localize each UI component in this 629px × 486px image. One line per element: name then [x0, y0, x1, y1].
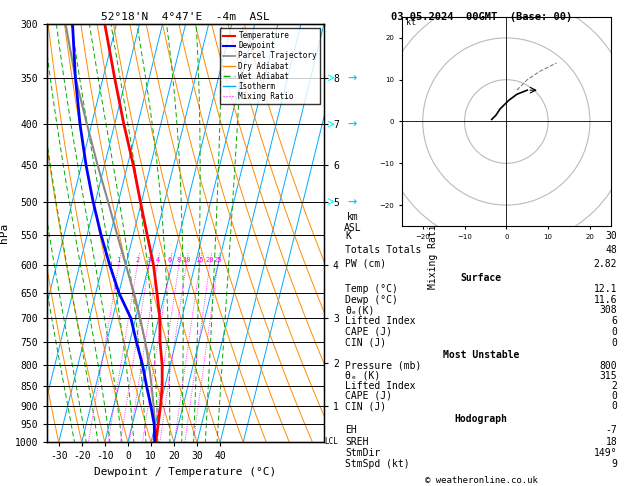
Text: 308: 308	[599, 305, 617, 315]
Text: 3: 3	[147, 257, 151, 263]
Text: 149°: 149°	[594, 448, 617, 458]
Text: Most Unstable: Most Unstable	[443, 350, 520, 361]
Text: Temp (°C): Temp (°C)	[345, 284, 398, 294]
Text: 4: 4	[155, 257, 160, 263]
Text: 800: 800	[599, 361, 617, 371]
Y-axis label: Mixing Ratio (g/kg): Mixing Ratio (g/kg)	[428, 177, 438, 289]
Text: CAPE (J): CAPE (J)	[345, 327, 392, 337]
Text: 2.82: 2.82	[594, 259, 617, 269]
Text: -7: -7	[606, 425, 617, 435]
Text: 9: 9	[611, 459, 617, 469]
Text: 2: 2	[135, 257, 140, 263]
Text: StmDir: StmDir	[345, 448, 381, 458]
Text: 1: 1	[116, 257, 121, 263]
Text: 03.05.2024  00GMT  (Base: 00): 03.05.2024 00GMT (Base: 00)	[391, 12, 572, 22]
Text: 0: 0	[611, 391, 617, 401]
Text: 30: 30	[606, 231, 617, 241]
Text: →: →	[348, 119, 357, 129]
Text: EH: EH	[345, 425, 357, 435]
Text: Hodograph: Hodograph	[455, 414, 508, 424]
Text: 0: 0	[611, 327, 617, 337]
Text: 48: 48	[606, 245, 617, 255]
Text: →: →	[348, 73, 357, 83]
Text: SREH: SREH	[345, 436, 369, 447]
Text: 25: 25	[213, 257, 222, 263]
Text: Pressure (mb): Pressure (mb)	[345, 361, 421, 371]
Text: θₑ (K): θₑ (K)	[345, 371, 381, 381]
X-axis label: Dewpoint / Temperature (°C): Dewpoint / Temperature (°C)	[94, 467, 277, 477]
Text: →: →	[348, 197, 357, 207]
Text: Lifted Index: Lifted Index	[345, 381, 416, 391]
Text: 15: 15	[196, 257, 204, 263]
Y-axis label: hPa: hPa	[0, 223, 9, 243]
Text: © weatheronline.co.uk: © weatheronline.co.uk	[425, 476, 538, 486]
Text: CIN (J): CIN (J)	[345, 338, 386, 347]
Text: LCL: LCL	[325, 437, 338, 446]
Text: 0: 0	[611, 401, 617, 411]
Text: 6: 6	[168, 257, 172, 263]
Text: Dewp (°C): Dewp (°C)	[345, 295, 398, 305]
Text: 8: 8	[177, 257, 181, 263]
Title: 52°18'N  4°47'E  -4m  ASL: 52°18'N 4°47'E -4m ASL	[101, 12, 270, 22]
Text: Lifted Index: Lifted Index	[345, 316, 416, 326]
Text: 6: 6	[611, 316, 617, 326]
Text: 18: 18	[606, 436, 617, 447]
Text: 315: 315	[599, 371, 617, 381]
Text: Surface: Surface	[460, 273, 502, 283]
Text: 20: 20	[206, 257, 214, 263]
Text: K: K	[345, 231, 351, 241]
Legend: Temperature, Dewpoint, Parcel Trajectory, Dry Adiabat, Wet Adiabat, Isotherm, Mi: Temperature, Dewpoint, Parcel Trajectory…	[220, 28, 320, 104]
Text: θₑ(K): θₑ(K)	[345, 305, 375, 315]
Text: 11.6: 11.6	[594, 295, 617, 305]
Text: 12.1: 12.1	[594, 284, 617, 294]
Text: CIN (J): CIN (J)	[345, 401, 386, 411]
Text: StmSpd (kt): StmSpd (kt)	[345, 459, 410, 469]
Text: 2: 2	[611, 381, 617, 391]
Text: 0: 0	[611, 338, 617, 347]
Text: PW (cm): PW (cm)	[345, 259, 386, 269]
Text: Totals Totals: Totals Totals	[345, 245, 421, 255]
Text: CAPE (J): CAPE (J)	[345, 391, 392, 401]
Text: kt: kt	[406, 18, 416, 27]
Y-axis label: km
ASL: km ASL	[344, 212, 362, 233]
Text: 10: 10	[182, 257, 191, 263]
